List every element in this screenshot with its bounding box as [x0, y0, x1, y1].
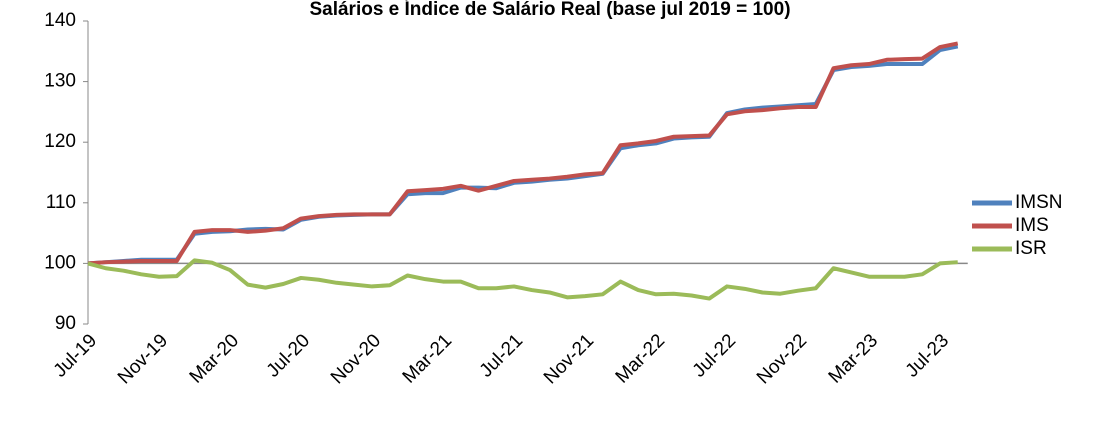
x-tick-label: Mar-23 — [825, 330, 882, 387]
x-tick-label: Mar-22 — [612, 330, 669, 387]
y-tick-label: 90 — [55, 313, 76, 334]
x-tick-label: Nov-21 — [540, 330, 598, 388]
y-tick-label: 110 — [46, 192, 76, 213]
legend-label: IMS — [1015, 215, 1049, 236]
x-tick-label: Nov-20 — [327, 330, 385, 388]
y-tick-label: 140 — [44, 10, 76, 31]
x-tick-label: Jul-21 — [476, 330, 527, 381]
series-line — [87, 258, 958, 301]
y-tick-label: 130 — [44, 71, 76, 92]
x-tick-label: Nov-19 — [114, 330, 172, 388]
chart-title: Salários e Índice de Salário Real (base … — [309, 0, 790, 20]
legend-label: ISR — [1015, 238, 1047, 259]
x-tick-label: Mar-21 — [399, 330, 456, 387]
x-tick-label: Nov-22 — [753, 330, 811, 388]
y-tick-label: 100 — [44, 252, 76, 273]
x-tick-label: Jul-19 — [50, 330, 101, 381]
x-tick-label: Jul-20 — [263, 330, 314, 381]
x-tick-label: Jul-23 — [902, 330, 953, 381]
series-line — [87, 41, 959, 266]
x-tick-label: Jul-22 — [689, 330, 740, 381]
y-tick-label: 120 — [44, 131, 76, 152]
x-tick-label: Mar-20 — [186, 330, 243, 387]
legend-label: IMSN — [1015, 192, 1063, 213]
